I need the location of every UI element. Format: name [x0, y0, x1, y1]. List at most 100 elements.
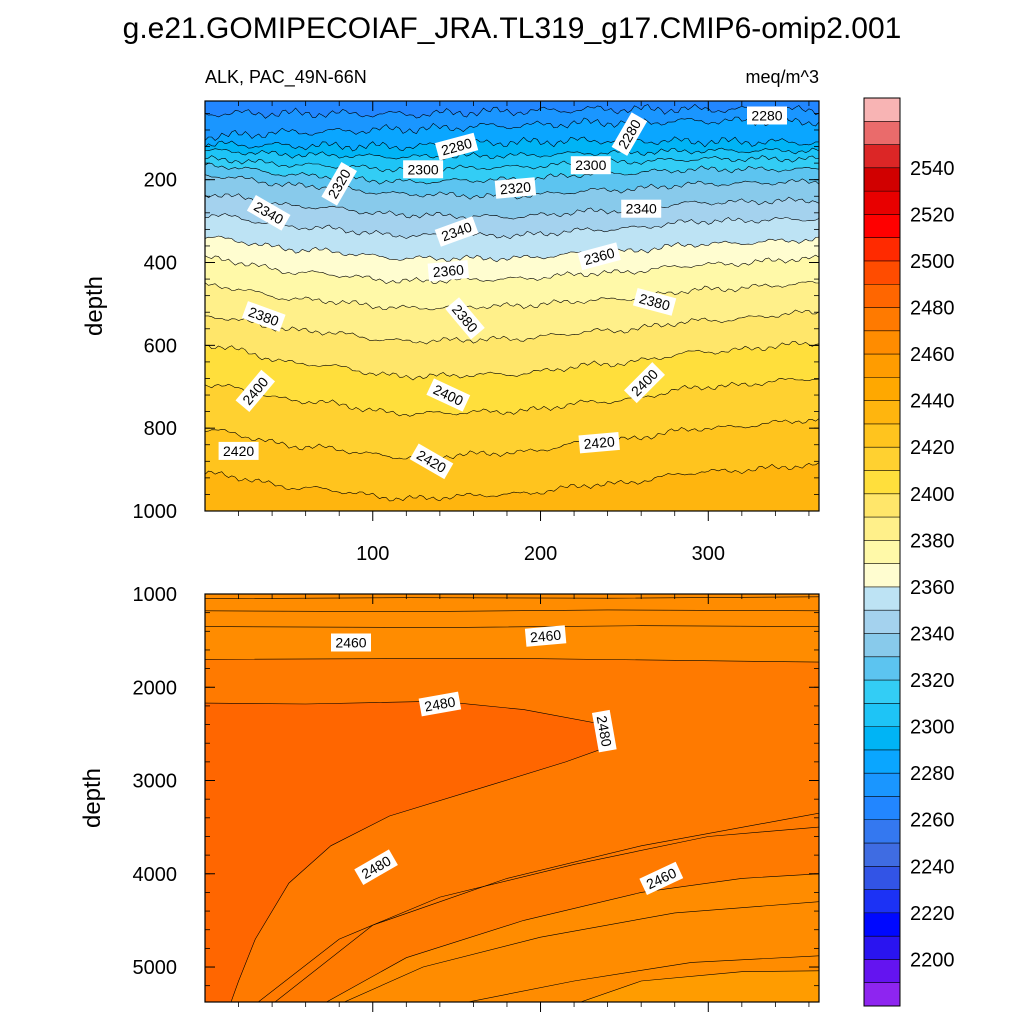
top-contour-line-2440 [205, 524, 819, 531]
y-tick-label: 3000 [133, 771, 178, 793]
top-contour-line-2400 [205, 341, 819, 381]
colorbar-swatch [864, 936, 900, 960]
top-contour-label-text: 2380 [637, 290, 671, 314]
chart-units: meq/m^3 [746, 67, 819, 87]
colorbar-swatch [864, 773, 900, 797]
top-contour-label: 2360 [577, 242, 621, 271]
bottom-band-0 [205, 594, 819, 663]
bottom-contour-label: 2460 [524, 625, 567, 647]
colorbar-swatch [864, 586, 900, 611]
bottom-contour-line-3 [205, 657, 819, 663]
top-contour-label-box [570, 156, 611, 175]
top-contour-label: 2360 [427, 260, 470, 282]
colorbar-swatch [864, 703, 900, 727]
colorbar-swatch [864, 517, 900, 541]
top-contour-label-text: 2280 [751, 108, 782, 124]
colorbar-tick-label: 2280 [910, 763, 955, 785]
y-tick-label: 4000 [133, 864, 178, 886]
bottom-contour-line-8 [466, 955, 819, 1002]
bottom-contour-label-box [354, 849, 398, 885]
bottom-y-axis-label: depth [79, 768, 106, 828]
colorbar-swatch [864, 447, 900, 471]
top-band-2440 [205, 524, 819, 561]
colorbar-swatch [864, 191, 900, 215]
top-contour-label: 2420 [578, 431, 620, 454]
top-contour-label: 2320 [321, 161, 357, 206]
top-contour-label: 2280 [434, 132, 479, 161]
bottom-contour-label-box [524, 625, 567, 647]
colorbar-swatch [864, 354, 900, 378]
colorbar-swatch [864, 843, 900, 867]
top-contour-label-text: 2340 [626, 201, 657, 217]
colorbar-frame [863, 97, 901, 1007]
y-tick-label: 800 [144, 418, 177, 440]
colorbar-swatch [864, 680, 900, 704]
top-contour-label-box [434, 132, 479, 161]
chart-subtitle-left: ALK, PAC_49N-66N [205, 67, 367, 88]
colorbar-swatch [864, 656, 900, 681]
top-contour-label-box [427, 260, 470, 282]
top-contour-label-box [409, 443, 454, 480]
x-tick-label: 200 [524, 543, 557, 565]
top-contour-line-2270 [205, 103, 819, 119]
colorbar-tick-label: 2480 [910, 298, 955, 320]
top-contour-line-2350 [205, 213, 819, 240]
top-contour-label-box [235, 369, 276, 413]
bottom-contour-label-text: 2460 [529, 627, 562, 646]
colorbar-tick-label: 2500 [910, 251, 955, 273]
bottom-contour-label-text: 2480 [594, 714, 615, 748]
colorbar-swatch [864, 260, 900, 285]
top-contour-label-box [321, 161, 357, 206]
top-contour-label-box [621, 199, 662, 218]
colorbar-swatch [864, 98, 900, 122]
top-contour-label-text: 2280 [439, 135, 473, 159]
y-tick-label: 600 [144, 335, 177, 357]
top-contour-line-2390 [205, 309, 819, 345]
colorbar-swatch [864, 912, 900, 937]
bottom-contour-label-box [418, 691, 462, 717]
y-tick-label: 400 [144, 253, 177, 275]
bottom-contour-line-9 [257, 826, 819, 1002]
colorbar-tick-label: 2440 [910, 391, 955, 413]
colorbar-swatch [864, 144, 900, 169]
top-contour-label-box [218, 441, 259, 460]
x-tick-label: 100 [356, 543, 389, 565]
bottom-axis-ticks: 1000 2000 3000 4000 5000 [133, 584, 819, 1012]
top-contour-label-text: 2420 [583, 433, 616, 452]
top-band-2430 [205, 462, 819, 511]
top-y-axis-label: depth [81, 276, 108, 336]
top-contour-label-box [426, 378, 471, 412]
top-contour-label-text: 2300 [408, 161, 439, 177]
bottom-contour-label: 2480 [418, 691, 462, 717]
colorbar-swatch [864, 330, 900, 355]
colorbar-swatch [864, 167, 900, 192]
top-contour-label-box [246, 195, 291, 231]
colorbar-tick-label: 2340 [910, 624, 955, 646]
top-contour-label-box [578, 431, 620, 454]
top-contour-label-box [403, 160, 444, 179]
colorbar-tick-label: 2240 [910, 856, 955, 878]
top-contour-lines [205, 103, 819, 531]
top-contour-label: 2400 [235, 369, 276, 413]
top-contour-label-box [434, 216, 479, 247]
bottom-contour-line-6 [343, 901, 819, 1002]
y-tick-label: 200 [144, 170, 177, 192]
top-contour-line-2290 [205, 136, 819, 152]
top-contour-line-2310 [205, 155, 819, 173]
colorbar-tick-label: 2300 [910, 717, 955, 739]
colorbar-swatch [864, 610, 900, 634]
bottom-contour-line-5 [325, 873, 819, 1002]
y-tick-label: 5000 [133, 957, 178, 979]
top-contour-label: 2320 [494, 177, 537, 199]
colorbar-swatch [864, 726, 900, 751]
top-contour-label-box [747, 106, 787, 125]
top-contour-label-text: 2420 [223, 443, 254, 459]
top-contour-line-2280 [205, 115, 819, 141]
top-panel-frame [204, 100, 820, 512]
bottom-contour-line-7 [579, 970, 819, 1002]
top-contour-line-2360 [205, 235, 819, 263]
colorbar-swatch [864, 423, 900, 448]
colorbar-swatch [864, 237, 900, 262]
bottom-band-4 [580, 970, 819, 1002]
